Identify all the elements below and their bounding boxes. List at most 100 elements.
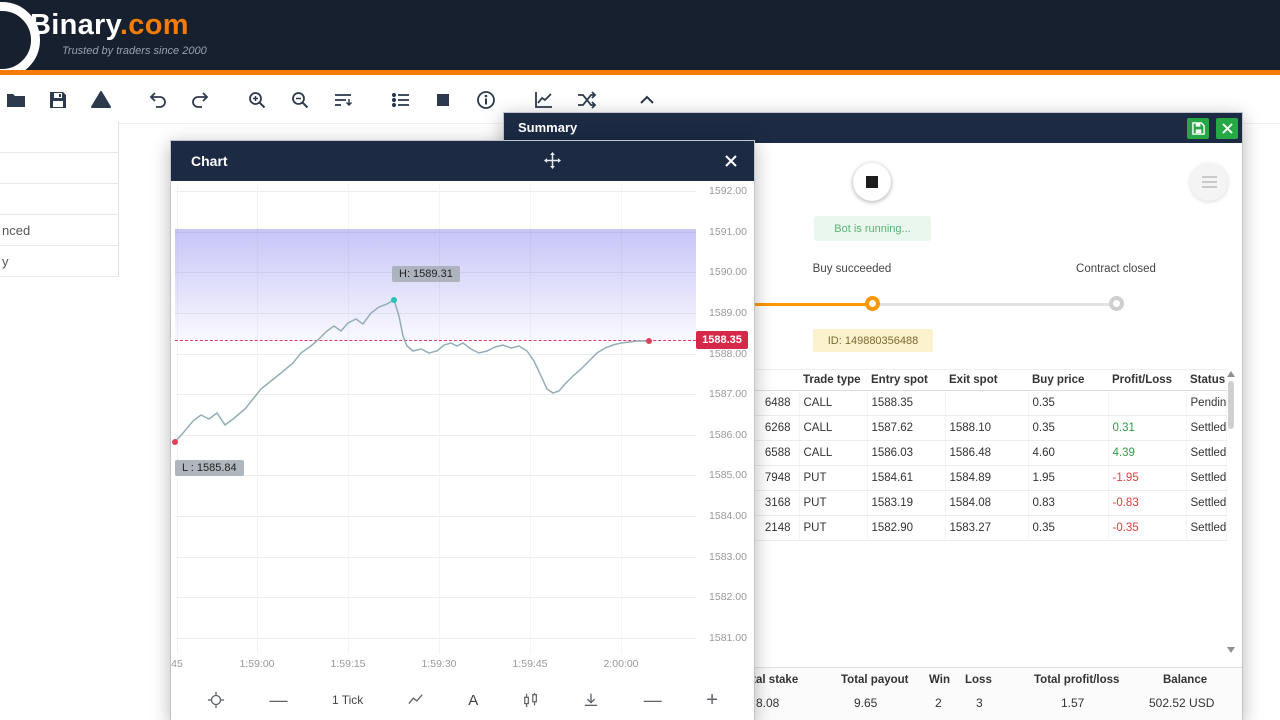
y-tick: 1592.00 [709,185,747,197]
current-price-line [175,340,696,341]
toolbox-category[interactable] [0,122,118,153]
brand-tld: .com [119,9,189,41]
x-tick: 1:59:15 [330,658,366,670]
show-chart-icon[interactable] [532,88,556,112]
col-buy-price: Buy price [1028,369,1108,391]
move-icon[interactable] [544,152,561,169]
current-price-tag: 1588.35 [696,331,748,349]
chart-close-button[interactable] [720,150,742,172]
scroll-up-icon[interactable] [1227,371,1235,377]
chart-zoom-in-icon[interactable]: + [706,688,718,711]
balance-label: Balance [1163,674,1208,686]
x-tick: 45 [171,658,183,670]
top-bar: Binary.com Trusted by traders since 2000 [0,0,1280,70]
reset-icon[interactable] [89,88,113,112]
redo-icon[interactable] [188,88,212,112]
stop-bot-button[interactable] [853,163,891,201]
win-label: Win [929,674,950,686]
total-pl-value: 1.57 [1061,696,1085,710]
x-tick: 1:59:00 [239,658,275,670]
total-pl-label: Total profit/loss [1034,674,1120,686]
trades-table: Trade type Entry spot Exit spot Buy pric… [554,369,1227,541]
progress-node-contract [1109,296,1124,311]
stage-contract-closed-label: Contract closed [1076,263,1156,275]
y-tick: 1588.00 [709,348,747,360]
y-tick: 1581.00 [709,632,747,644]
high-dot [391,297,397,303]
col-status: Status [1186,369,1226,391]
draw-line-icon[interactable]: — [269,689,288,710]
chart-window: Chart [170,140,755,720]
contract-id-badge: ID: 149880356488 [813,329,933,352]
y-tick: 1587.00 [709,388,747,400]
menu-icon [1201,176,1217,178]
collapse-icon[interactable] [635,88,659,112]
high-badge: H: 1589.31 [392,266,460,282]
y-tick: 1585.00 [709,469,747,481]
block-toolbox: nced y [0,122,119,277]
col-entry-spot: Entry spot [867,369,945,391]
contract-region-shade [175,229,696,341]
list-icon[interactable] [389,88,413,112]
brand-tagline: Trusted by traders since 2000 [62,45,207,57]
summary-save-button[interactable] [1187,118,1209,139]
total-stake-value: 8.08 [756,696,780,710]
stage-buy-succeeded-label: Buy succeeded [812,263,892,275]
x-tick: 1:59:30 [421,658,457,670]
summary-window-titlebar[interactable]: Summary [504,113,1242,143]
brand-title: Binary.com [30,9,189,42]
save-icon[interactable] [46,88,70,112]
stop-icon[interactable] [431,88,455,112]
summary-close-button[interactable] [1216,118,1238,139]
sort-blocks-icon[interactable] [331,88,355,112]
brand-name: Binary [30,9,120,41]
bot-running-badge: Bot is running... [814,216,931,241]
chart-plot[interactable]: H: 1589.31 L : 1585.84 [172,184,696,654]
y-tick: 1590.00 [709,266,747,278]
stop-square-icon [866,176,878,188]
y-tick: 1591.00 [709,226,747,238]
loss-value: 3 [976,696,983,710]
scroll-down-icon[interactable] [1227,647,1235,653]
y-tick: 1584.00 [709,510,747,522]
chart-type-icon[interactable] [408,692,424,708]
scrollbar-thumb[interactable] [1228,381,1234,429]
summary-menu-button[interactable] [1190,163,1228,201]
low-badge: L : 1585.84 [175,460,244,476]
y-tick: 1583.00 [709,551,747,563]
zoom-in-icon[interactable] [245,88,269,112]
toolbox-category-label: nced [2,222,31,238]
integrations-icon[interactable] [575,88,599,112]
y-tick: 1582.00 [709,591,747,603]
toolbox-category[interactable] [0,184,118,215]
toolbox-category[interactable] [0,153,118,184]
total-payout-label: Total payout [841,674,909,686]
zoom-out-icon[interactable] [288,88,312,112]
download-icon[interactable] [583,692,599,708]
y-tick: 1586.00 [709,429,747,441]
col-profit-loss: Profit/Loss [1108,369,1186,391]
toolbox-category-advanced[interactable]: nced [0,215,118,246]
toolbox-category[interactable]: y [0,246,118,277]
indicators-icon[interactable] [523,692,539,708]
open-icon[interactable] [4,88,28,112]
chart-window-title: Chart [191,153,228,169]
undo-icon[interactable] [146,88,170,112]
col-exit-spot: Exit spot [945,369,1028,391]
info-icon[interactable] [474,88,498,112]
balance-value: 502.52 USD [1149,696,1215,710]
accent-strip [0,70,1280,75]
crosshair-icon[interactable] [207,691,225,709]
progress-node-buy [865,296,880,311]
chart-toolbar: — 1 Tick A — + [171,679,754,720]
total-payout-value: 9.65 [854,696,878,710]
chart-window-titlebar[interactable]: Chart [171,141,754,181]
interval-selector[interactable]: 1 Tick [331,693,364,707]
annotation-icon[interactable]: A [468,691,479,709]
end-dot [646,338,652,344]
chart-zoom-out-icon[interactable]: — [643,689,662,710]
toolbox-category-label: y [2,253,9,269]
table-scrollbar[interactable] [1227,369,1236,655]
